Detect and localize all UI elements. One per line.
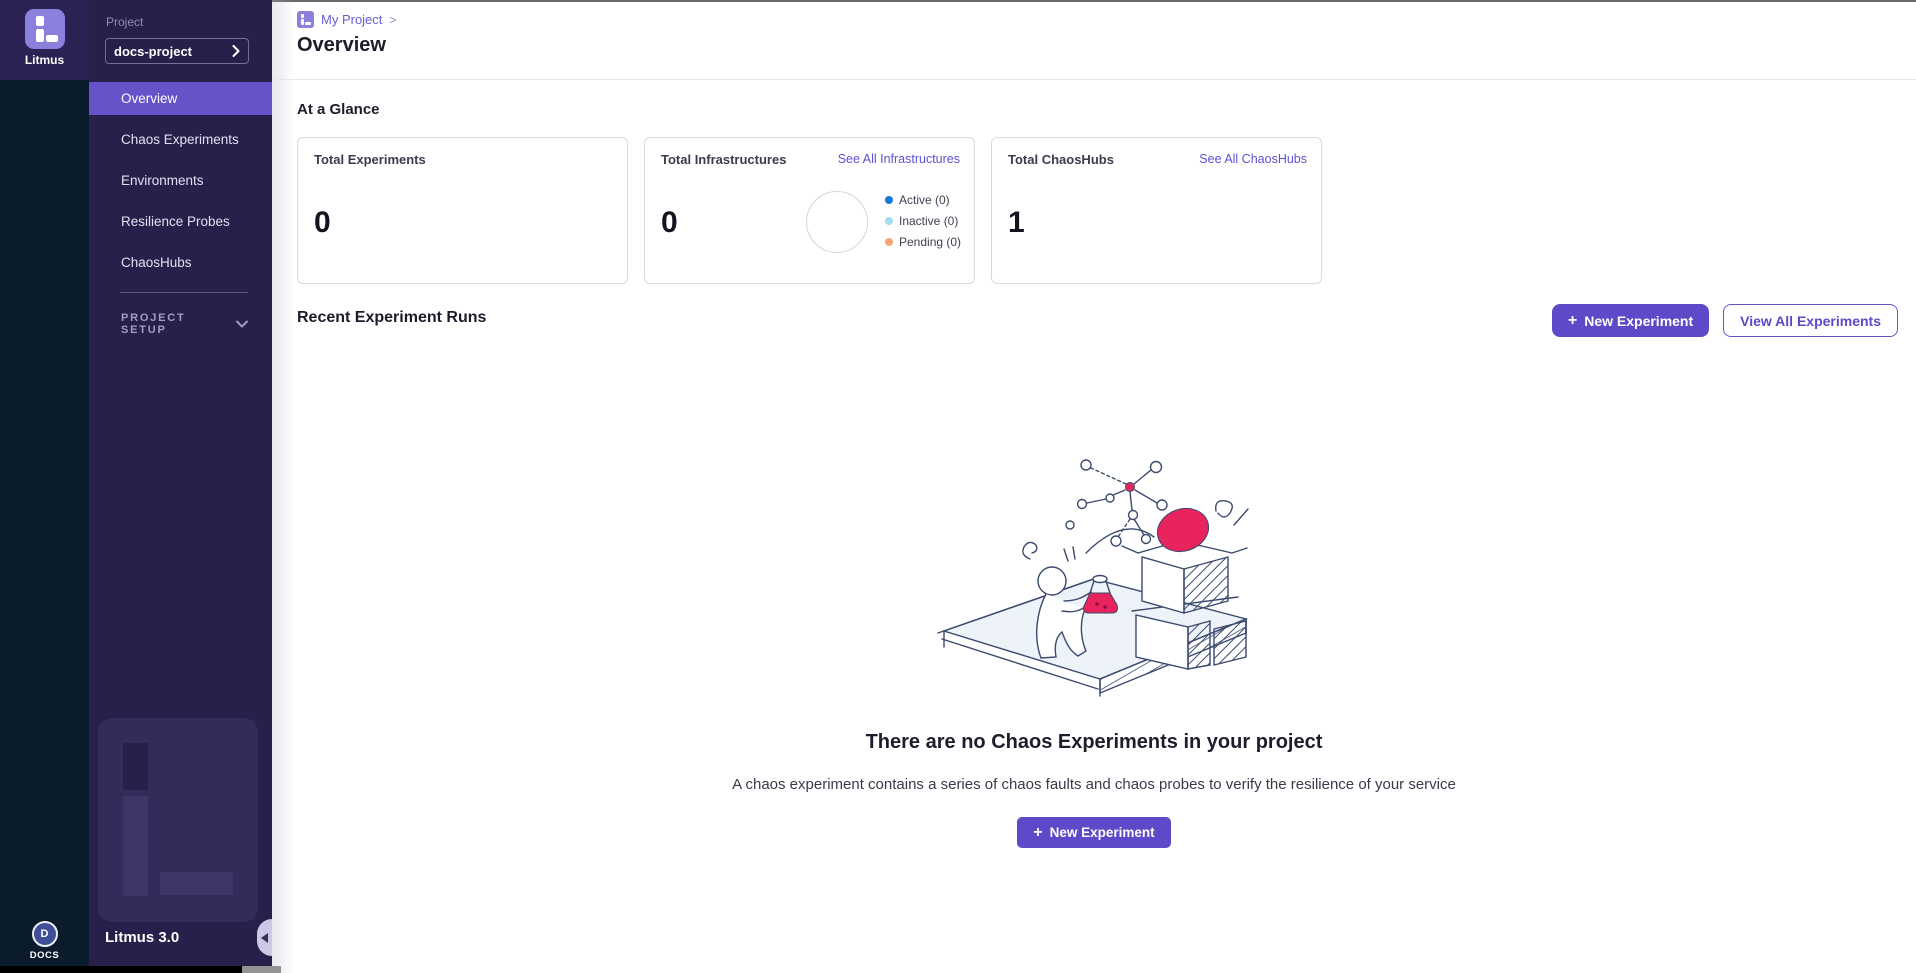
empty-state-cta-wrap: + New Experiment — [272, 817, 1916, 848]
card-total-infrastructures: Total Infrastructures See All Infrastruc… — [644, 137, 975, 284]
infrastructure-legend: Active (0) Inactive (0) Pending (0) — [885, 193, 961, 249]
new-experiment-button[interactable]: + New Experiment — [1551, 304, 1710, 337]
glance-cards: Total Experiments 0 Total Infrastructure… — [297, 137, 1322, 284]
legend-item-pending: Pending (0) — [885, 235, 961, 249]
project-selector-value: docs-project — [114, 43, 193, 59]
project-selector[interactable]: docs-project — [105, 38, 249, 64]
at-a-glance-heading: At a Glance — [297, 101, 380, 118]
empty-state-subtitle: A chaos experiment contains a series of … — [732, 776, 1456, 793]
inactive-dot-icon — [885, 217, 893, 225]
empty-state-title: There are no Chaos Experiments in your p… — [865, 731, 1323, 753]
sidebar-item-chaoshubs[interactable]: ChaosHubs — [121, 255, 192, 270]
taskbar-strip-end — [242, 966, 281, 973]
litmus-logo-icon[interactable] — [24, 9, 65, 49]
total-chaoshubs-value: 1 — [1008, 206, 1025, 239]
sidebar-divider — [120, 292, 248, 293]
breadcrumb-project-icon[interactable] — [297, 11, 314, 28]
collapse-left-icon — [261, 932, 268, 943]
plus-icon: + — [1033, 823, 1043, 841]
project-setup-label: PROJECT SETUP — [121, 312, 186, 336]
recent-experiment-runs-heading: Recent Experiment Runs — [297, 309, 487, 326]
card-total-chaoshubs: Total ChaosHubs See All ChaosHubs 1 — [991, 137, 1322, 284]
card-title: Total Experiments — [314, 152, 426, 167]
active-dot-icon — [885, 196, 893, 204]
project-label: Project — [106, 15, 144, 29]
card-total-experiments: Total Experiments 0 — [297, 137, 628, 284]
see-all-chaoshubs-link[interactable]: See All ChaosHubs — [1199, 152, 1307, 166]
legend-item-active: Active (0) — [885, 193, 961, 207]
empty-new-experiment-button[interactable]: + New Experiment — [1017, 817, 1171, 848]
infrastructure-donut-chart — [806, 191, 868, 253]
legend-item-inactive: Inactive (0) — [885, 214, 961, 228]
pending-dot-icon — [885, 238, 893, 246]
version-label: Litmus 3.0 — [105, 929, 180, 946]
sidebar-collapse-button[interactable] — [257, 919, 272, 956]
chevron-right-icon — [232, 45, 240, 57]
breadcrumb: My Project > — [297, 11, 396, 28]
card-title: Total ChaosHubs — [1008, 152, 1114, 167]
sidebar-nav: Overview Chaos Experiments Environments … — [89, 82, 272, 287]
rail-logo-label: Litmus — [24, 53, 65, 67]
plus-icon: + — [1567, 311, 1578, 329]
sidebar-item-resilience-probes[interactable]: Resilience Probes — [121, 214, 230, 229]
card-title: Total Infrastructures — [661, 152, 787, 167]
page-title: Overview — [297, 34, 386, 56]
project-setup-toggle[interactable]: PROJECT SETUP — [121, 312, 248, 336]
total-infrastructures-value: 0 — [661, 206, 678, 239]
breadcrumb-chevron-icon: > — [389, 12, 397, 27]
sidebar-item-overview[interactable]: Overview — [89, 82, 272, 115]
sidebar-item-chaos-experiments[interactable]: Chaos Experiments — [121, 132, 239, 147]
header-divider — [272, 79, 1916, 80]
see-all-infrastructures-link[interactable]: See All Infrastructures — [837, 152, 960, 166]
window-top-edge — [272, 0, 1916, 2]
sidebar-item-environments[interactable]: Environments — [121, 173, 204, 188]
breadcrumb-my-project-link[interactable]: My Project — [321, 12, 383, 27]
main-content: My Project > Overview At a Glance Total … — [272, 0, 1916, 973]
view-all-experiments-button[interactable]: View All Experiments — [1723, 304, 1898, 337]
litmus-watermark-logo — [98, 718, 258, 922]
docs-button[interactable]: D DOCS — [0, 921, 89, 961]
docs-label: DOCS — [29, 950, 60, 961]
total-experiments-value: 0 — [314, 206, 331, 239]
docs-icon[interactable]: D — [31, 921, 58, 947]
chevron-down-icon — [236, 320, 248, 328]
header-actions: + New Experiment View All Experiments — [1551, 304, 1898, 337]
empty-state-illustration — [937, 459, 1249, 697]
rail-logo-block: Litmus — [0, 0, 89, 80]
project-sidebar: Project docs-project Overview Chaos Expe… — [89, 0, 272, 973]
left-rail: Litmus D DOCS — [0, 0, 89, 973]
taskbar-strip — [0, 966, 242, 973]
